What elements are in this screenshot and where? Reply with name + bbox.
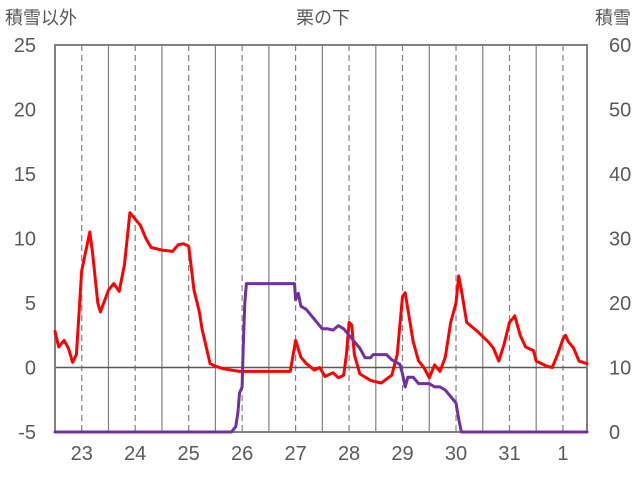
x-tick-label: 31 [498,443,520,465]
right-axis-label: 積雪 [595,8,631,29]
right-tick-label: 20 [609,293,631,315]
x-tick-label: 25 [178,443,200,465]
right-tick-label: 0 [609,422,620,444]
left-tick-label: 20 [14,100,36,122]
x-tick-label: 24 [124,443,146,465]
snow-series-line [53,282,589,434]
x-tick-label: 30 [445,443,467,465]
right-tick-label: 40 [609,164,631,186]
left-tick-label: 15 [14,164,36,186]
left-axis-label: 積雪以外 [5,8,77,29]
left-tick-label: 10 [14,229,36,251]
x-tick-label: 1 [557,443,568,465]
left-tick-label: 5 [25,293,36,315]
right-tick-label: 60 [609,35,631,57]
series-layer [53,211,589,434]
plot-frame [54,44,588,433]
left-tick-label: -5 [18,422,36,444]
x-tick-label: 23 [71,443,93,465]
x-tick-label: 27 [284,443,306,465]
temperature-series-line [53,211,589,385]
x-tick-label: 28 [338,443,360,465]
left-tick-label: 0 [25,358,36,380]
right-tick-label: 50 [609,100,631,122]
right-tick-label: 10 [609,358,631,380]
x-tick-label: 26 [231,443,253,465]
left-tick-label: 25 [14,35,36,57]
right-tick-label: 30 [609,229,631,251]
x-tick-label: 29 [391,443,413,465]
chart-title: 栗の下 [296,8,350,29]
